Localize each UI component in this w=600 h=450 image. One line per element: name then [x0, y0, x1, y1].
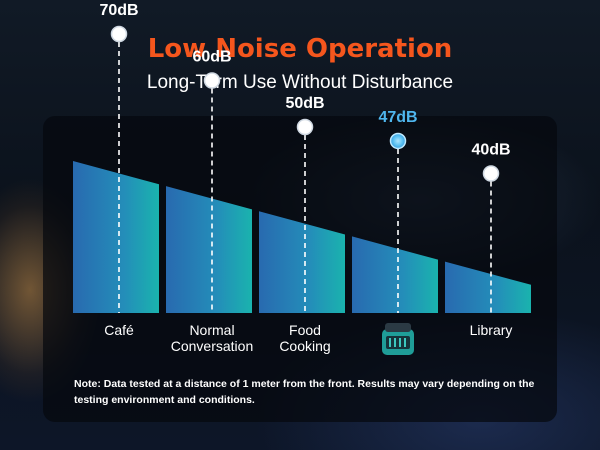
data-label: 60dB	[192, 49, 231, 66]
value-point	[482, 165, 500, 182]
category-label: Food Cooking	[279, 322, 331, 354]
bar	[352, 236, 438, 313]
value-point	[203, 72, 221, 89]
value-point	[389, 132, 407, 150]
bar	[73, 161, 159, 313]
page-title: Low Noise Operation	[147, 34, 453, 64]
data-label: 50dB	[285, 95, 324, 112]
value-point	[110, 25, 128, 43]
page-subtitle: Long-Term Use Without Disturbance	[146, 72, 454, 93]
product-icon	[382, 323, 414, 355]
category-label: Normal Conversation	[170, 322, 254, 354]
data-label: 40dB	[471, 142, 510, 159]
footnote: Note: Data tested at a distance of 1 met…	[74, 378, 535, 406]
bar	[445, 261, 531, 313]
bar	[166, 186, 252, 313]
category-label: Café	[104, 322, 134, 338]
bar	[259, 211, 345, 313]
data-label: 70dB	[99, 2, 138, 19]
data-label: 47dB	[378, 109, 417, 126]
value-point	[296, 118, 314, 136]
category-label: Library	[469, 322, 513, 338]
